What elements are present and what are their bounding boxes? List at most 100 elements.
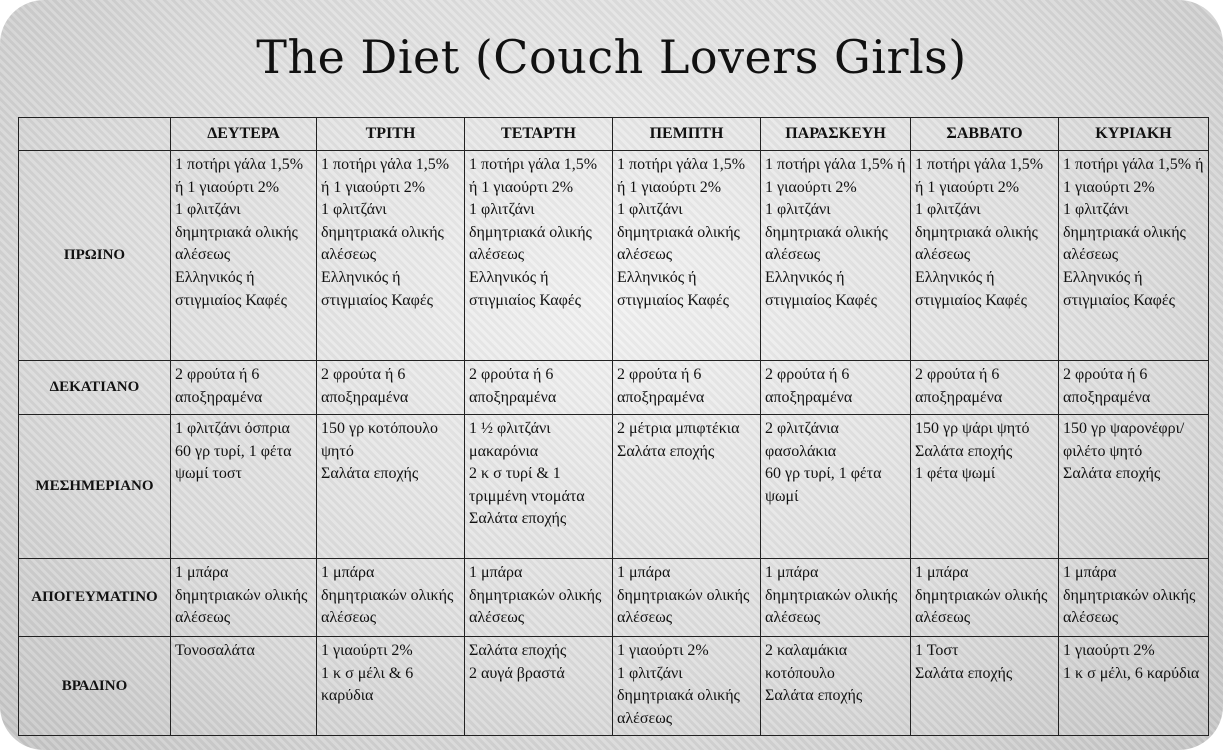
meal-item: 1 φλιτζάνι δημητριακά ολικής αλέσεως bbox=[469, 201, 592, 264]
meal-item: 2 καλαμάκια κοτόπουλο bbox=[765, 642, 848, 682]
meal-item: 1 γιαούρτι 2% bbox=[617, 642, 709, 659]
meal-cell: 1 γιαούρτι 2% 1 κ σ μέλι & 6 καρύδια bbox=[316, 636, 465, 736]
meal-item: 1 φλιτζάνι δημητριακά ολικής αλέσεως bbox=[765, 201, 888, 264]
day-header: ΔΕΥΤΕΡΑ bbox=[170, 117, 317, 151]
meal-item: Σαλάτα εποχής bbox=[469, 510, 567, 528]
meal-cell: 1 μπάρα δημητριακών ολικής αλέσεως bbox=[316, 558, 465, 637]
meal-row: ΠΡΩΙΝΟ 1 ποτήρι γάλα 1,5% ή 1 γιαούρτι 2%… bbox=[18, 150, 1209, 361]
meal-cell: 1 φλιτζάνι όσπρια 60 γρ τυρί, 1 φέτα ψωμί… bbox=[170, 414, 317, 559]
meal-item: Ελληνικός ή στιγμιαίος Καφές bbox=[915, 268, 1027, 309]
meal-label: ΑΠΟΓΕΥΜΑΤΙΝΟ bbox=[18, 558, 171, 637]
meal-item: 1 γιαούρτι 2% bbox=[321, 642, 413, 659]
meal-item: 1 μπάρα δημητριακών ολικής αλέσεως bbox=[469, 564, 602, 627]
meal-cell: 1 γιαούρτι 2% 1 κ σ μέλι, 6 καρύδια bbox=[1058, 636, 1209, 736]
meal-item: Σαλάτα εποχής bbox=[1063, 465, 1161, 483]
meal-item: Σαλάτα εποχής bbox=[915, 664, 1013, 682]
meal-cell: 2 φρούτα ή 6 αποξηραμένα bbox=[910, 360, 1059, 415]
meal-label: ΔΕΚΑΤΙΑΝΟ bbox=[18, 360, 171, 415]
meal-item: 2 φρούτα ή 6 αποξηραμένα bbox=[469, 366, 557, 406]
meal-cell: 2 φρούτα ή 6 αποξηραμένα bbox=[170, 360, 317, 415]
meal-item: 1 ποτήρι γάλα 1,5% ή 1 γιαούρτι 2% bbox=[469, 156, 598, 196]
meal-item: Σαλάτα εποχής bbox=[469, 642, 567, 659]
meal-cell: 1 ποτήρι γάλα 1,5% ή 1 γιαούρτι 2% 1 φλιτ… bbox=[910, 150, 1059, 361]
day-header: ΤΡΙΤΗ bbox=[316, 117, 465, 151]
meal-cell: 1 γιαούρτι 2% 1 φλιτζάνι δημητριακά ολική… bbox=[612, 636, 761, 736]
meal-item: 1 Τοστ bbox=[915, 642, 959, 659]
meal-item: Σαλάτα εποχής bbox=[765, 687, 863, 705]
meal-item: 150 γρ κοτόπουλο ψητό bbox=[321, 420, 438, 460]
meal-item: Ελληνικός ή στιγμιαίος Καφές bbox=[469, 268, 581, 309]
meal-row: ΜΕΣΗΜΕΡΙΑΝΟ 1 φλιτζάνι όσπρια 60 γρ τυρί, … bbox=[18, 414, 1209, 559]
meal-cell: 1 ποτήρι γάλα 1,5% ή 1 γιαούρτι 2% 1 φλιτ… bbox=[464, 150, 613, 361]
meal-item: 1 μπάρα δημητριακών ολικής αλέσεως bbox=[915, 564, 1048, 627]
meal-label: ΒΡΑΔΙΝΟ bbox=[18, 636, 171, 736]
day-header: ΚΥΡΙΑΚΗ bbox=[1058, 117, 1209, 151]
meal-item: Ελληνικός ή στιγμιαίος Καφές bbox=[175, 268, 287, 309]
meal-item: Ελληνικός ή στιγμιαίος Καφές bbox=[765, 268, 877, 309]
meal-cell: 1 μπάρα δημητριακών ολικής αλέσεως bbox=[910, 558, 1059, 637]
meal-item: 1 ποτήρι γάλα 1,5% ή 1 γιαούρτι 2% bbox=[175, 156, 304, 196]
meal-cell: 1 μπάρα δημητριακών ολικής αλέσεως bbox=[170, 558, 317, 637]
meal-item: 2 φρούτα ή 6 αποξηραμένα bbox=[1063, 366, 1151, 406]
meal-cell: 150 γρ ψαρονέφρι/ φιλέτο ψητό Σαλάτα εποχ… bbox=[1058, 414, 1209, 559]
meal-cell: 1 ποτήρι γάλα 1,5% ή 1 γιαούρτι 2% 1 φλιτ… bbox=[316, 150, 465, 361]
meal-cell: 2 φρούτα ή 6 αποξηραμένα bbox=[316, 360, 465, 415]
meal-item: Σαλάτα εποχής bbox=[617, 442, 715, 460]
meal-item: 1 ποτήρι γάλα 1,5% ή 1 γιαούρτι 2% bbox=[321, 156, 450, 196]
meal-item: 2 κ σ τυρί & 1 τριμμένη ντομάτα bbox=[469, 465, 585, 505]
meal-item: 2 φρούτα ή 6 αποξηραμένα bbox=[617, 366, 705, 406]
meal-item: 1 ποτήρι γάλα 1,5% ή 1 γιαούρτι 2% bbox=[1063, 156, 1204, 196]
meal-item: 1 μπάρα δημητριακών ολικής αλέσεως bbox=[175, 564, 308, 627]
meal-label: ΜΕΣΗΜΕΡΙΑΝΟ bbox=[18, 414, 171, 559]
meal-cell: 150 γρ ψάρι ψητό Σαλάτα εποχής 1 φέτα ψωμί bbox=[910, 414, 1059, 559]
meal-item: 1 φλιτζάνι δημητριακά ολικής αλέσεως bbox=[915, 201, 1038, 264]
meal-item: 1 ποτήρι γάλα 1,5% ή 1 γιαούρτι 2% bbox=[617, 156, 746, 196]
meal-item: 2 φρούτα ή 6 αποξηραμένα bbox=[765, 366, 853, 406]
meal-item: 1 μπάρα δημητριακών ολικής αλέσεως bbox=[617, 564, 750, 627]
diet-table: ΔΕΥΤΕΡΑ ΤΡΙΤΗ ΤΕΤΑΡΤΗ ΠΕΜΠΤΗ ΠΑΡΑΣΚΕΥΗ ΣΑΒΒΑΤ… bbox=[18, 117, 1209, 736]
meal-item: 2 φρούτα ή 6 αποξηραμένα bbox=[175, 366, 263, 406]
meal-cell: 2 φρούτα ή 6 αποξηραμένα bbox=[760, 360, 911, 415]
meal-item: 2 φλιτζάνια φασολάκια bbox=[765, 420, 839, 460]
meal-cell: 1 ποτήρι γάλα 1,5% ή 1 γιαούρτι 2% 1 φλιτ… bbox=[170, 150, 317, 361]
meal-item: 1 φλιτζάνι δημητριακά ολικής αλέσεως bbox=[617, 201, 740, 264]
meal-cell: 1 μπάρα δημητριακών ολικής αλέσεως bbox=[1058, 558, 1209, 637]
day-header: ΠΑΡΑΣΚΕΥΗ bbox=[760, 117, 911, 151]
meal-cell: 1 Τοστ Σαλάτα εποχής bbox=[910, 636, 1059, 736]
meal-item: 1 φλιτζάνι δημητριακά ολικής αλέσεως bbox=[617, 664, 740, 727]
meal-item: Σαλάτα εποχής bbox=[915, 442, 1013, 460]
meal-cell: Τονοσαλάτα bbox=[170, 636, 317, 736]
meal-cell: 1 μπάρα δημητριακών ολικής αλέσεως bbox=[612, 558, 761, 637]
meal-item: 150 γρ ψαρονέφρι/ φιλέτο ψητό bbox=[1063, 420, 1185, 460]
meal-item: Ελληνικός ή στιγμιαίος Καφές bbox=[617, 268, 729, 309]
meal-cell: 2 καλαμάκια κοτόπουλο Σαλάτα εποχής bbox=[760, 636, 911, 736]
meal-label: ΠΡΩΙΝΟ bbox=[18, 150, 171, 361]
meal-cell: 2 φλιτζάνια φασολάκια 60 γρ τυρί, 1 φέτα … bbox=[760, 414, 911, 559]
meal-item: Ελληνικός ή στιγμιαίος Καφές bbox=[1063, 268, 1175, 309]
meal-cell: 1 μπάρα δημητριακών ολικής αλέσεως bbox=[760, 558, 911, 637]
meal-row: ΑΠΟΓΕΥΜΑΤΙΝΟ 1 μπάρα δημητριακών ολικής α… bbox=[18, 558, 1209, 637]
meal-cell: 1 ποτήρι γάλα 1,5% ή 1 γιαούρτι 2% 1 φλιτ… bbox=[1058, 150, 1209, 361]
meal-item: 1 κ σ μέλι, 6 καρύδια bbox=[1063, 664, 1200, 682]
header-row: ΔΕΥΤΕΡΑ ΤΡΙΤΗ ΤΕΤΑΡΤΗ ΠΕΜΠΤΗ ΠΑΡΑΣΚΕΥΗ ΣΑΒΒΑΤ… bbox=[18, 117, 1209, 151]
meal-item: 1 ποτήρι γάλα 1,5% ή 1 γιαούρτι 2% bbox=[915, 156, 1044, 196]
meal-item: 150 γρ ψάρι ψητό bbox=[915, 420, 1030, 437]
meal-item: 1 φλιτζάνι δημητριακά ολικής αλέσεως bbox=[321, 201, 444, 264]
meal-cell: 2 φρούτα ή 6 αποξηραμένα bbox=[1058, 360, 1209, 415]
meal-cell: 2 μέτρια μπιφτέκια Σαλάτα εποχής bbox=[612, 414, 761, 559]
meal-item: 60 γρ τυρί, 1 φέτα ψωμί τοστ bbox=[175, 442, 292, 483]
meal-cell: 1 ποτήρι γάλα 1,5% ή 1 γιαούρτι 2% 1 φλιτ… bbox=[612, 150, 761, 361]
meal-item: Σαλάτα εποχής bbox=[321, 465, 419, 483]
meal-cell: 2 φρούτα ή 6 αποξηραμένα bbox=[612, 360, 761, 415]
meal-item: 60 γρ τυρί, 1 φέτα ψωμί bbox=[765, 465, 882, 505]
meal-item: 2 φρούτα ή 6 αποξηραμένα bbox=[321, 366, 409, 406]
title: The Diet (Couch Lovers Girls) bbox=[256, 30, 967, 84]
day-header: ΤΕΤΑΡΤΗ bbox=[464, 117, 613, 151]
meal-item: 1 μπάρα δημητριακών ολικής αλέσεως bbox=[1063, 564, 1196, 627]
meal-item: 1 φλιτζάνι όσπρια bbox=[175, 420, 290, 437]
meal-item: 1 γιαούρτι 2% bbox=[1063, 642, 1155, 659]
meal-item: 2 φρούτα ή 6 αποξηραμένα bbox=[915, 366, 1003, 406]
meal-item: Τονοσαλάτα bbox=[175, 642, 255, 659]
meal-cell: 1 ½ φλιτζάνι μακαρόνια 2 κ σ τυρί & 1 τρι… bbox=[464, 414, 613, 559]
